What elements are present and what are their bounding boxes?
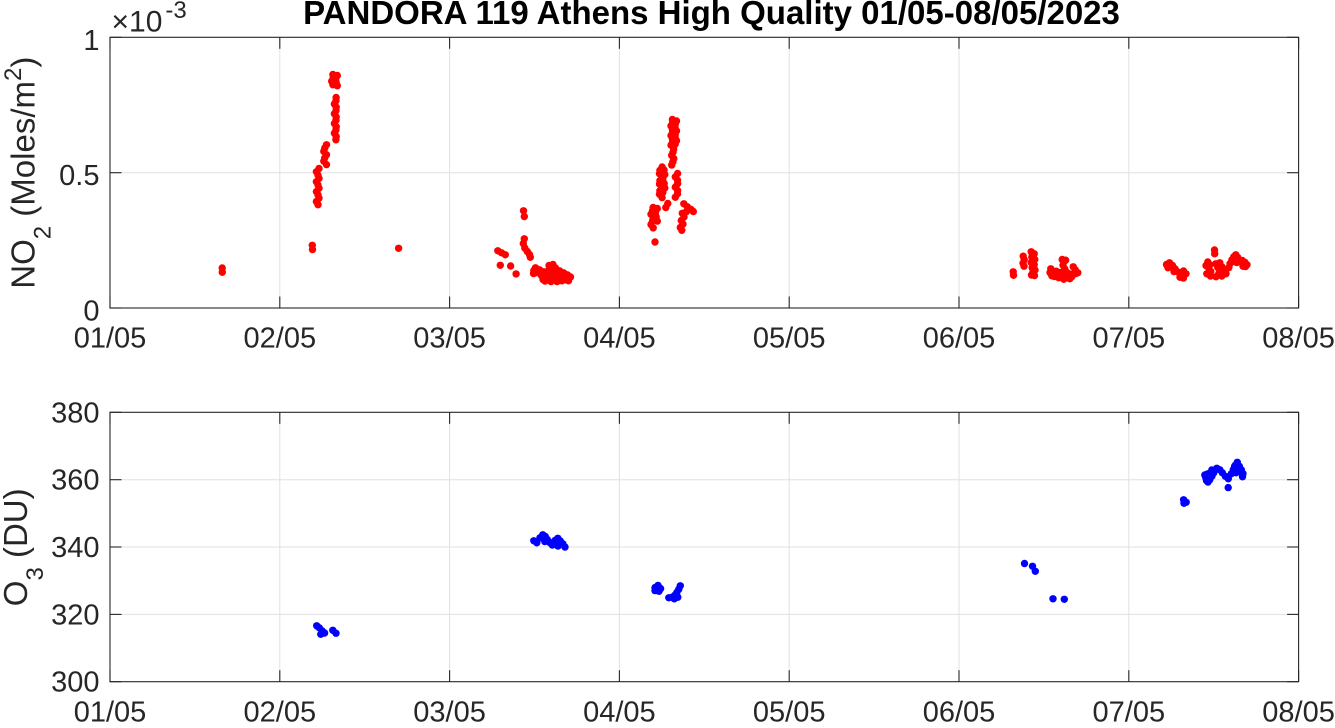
svg-text:320: 320 <box>51 599 99 631</box>
svg-text:07/05: 07/05 <box>1093 697 1166 724</box>
svg-text:05/05: 05/05 <box>753 697 826 724</box>
svg-text:NO2 (Moles/m2): NO2 (Moles/m2) <box>0 57 56 289</box>
svg-text:08/05: 08/05 <box>1262 697 1335 724</box>
svg-text:06/05: 06/05 <box>923 697 996 724</box>
svg-text:03/05: 03/05 <box>413 697 486 724</box>
svg-text:PANDORA 119 Athens High Qualit: PANDORA 119 Athens High Quality 01/05-08… <box>303 0 1120 31</box>
svg-text:340: 340 <box>51 532 99 564</box>
svg-text:380: 380 <box>51 397 99 429</box>
svg-text:01/05: 01/05 <box>74 322 147 354</box>
svg-text:1: 1 <box>83 25 99 57</box>
svg-text:0: 0 <box>83 296 99 328</box>
svg-text:360: 360 <box>51 465 99 497</box>
svg-text:04/05: 04/05 <box>583 322 656 354</box>
svg-text:300: 300 <box>51 667 99 699</box>
svg-text:02/05: 02/05 <box>244 697 317 724</box>
svg-text:07/05: 07/05 <box>1093 322 1166 354</box>
svg-text:02/05: 02/05 <box>244 322 317 354</box>
svg-text:01/05: 01/05 <box>74 697 147 724</box>
svg-text:04/05: 04/05 <box>583 697 656 724</box>
svg-text:05/05: 05/05 <box>753 322 826 354</box>
svg-text:0.5: 0.5 <box>59 160 99 192</box>
svg-text:08/05: 08/05 <box>1262 322 1335 354</box>
svg-text:06/05: 06/05 <box>923 322 996 354</box>
svg-text:03/05: 03/05 <box>413 322 486 354</box>
